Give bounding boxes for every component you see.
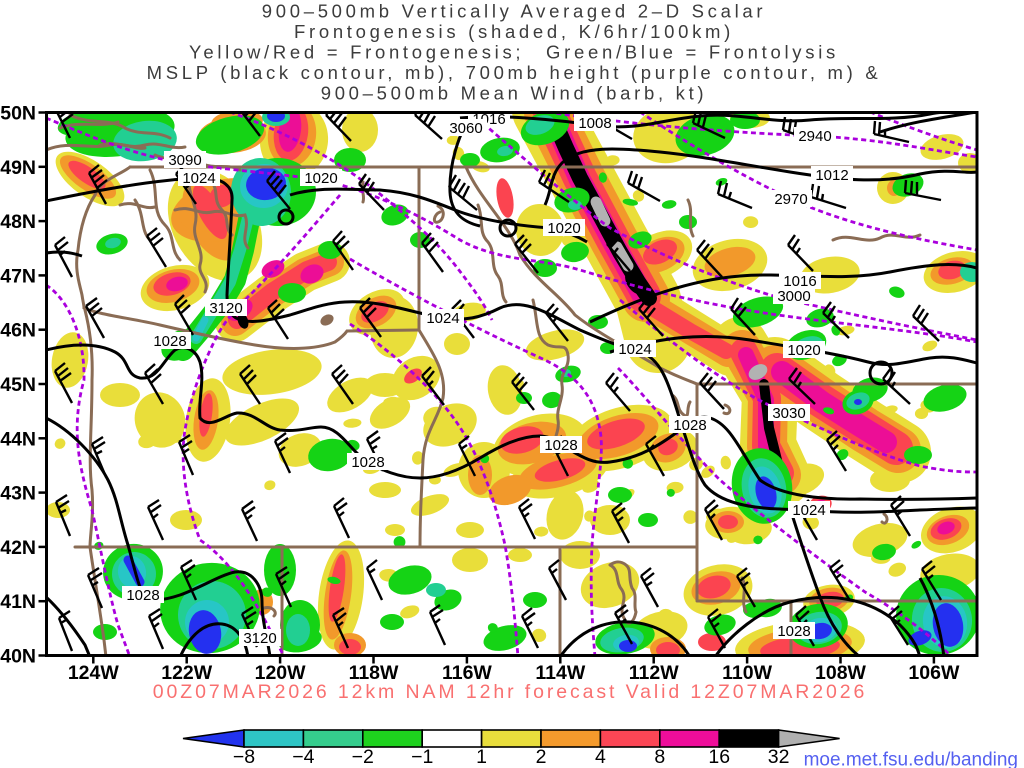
svg-text:900–500mb Mean Wind (barb, kt): 900–500mb Mean Wind (barb, kt) (321, 83, 708, 104)
svg-text:45N: 45N (0, 374, 36, 396)
svg-text:40N: 40N (0, 646, 36, 668)
svg-text:−2: −2 (352, 746, 374, 768)
svg-text:1: 1 (476, 746, 487, 768)
svg-text:32: 32 (768, 746, 790, 768)
svg-text:110W: 110W (722, 662, 772, 684)
svg-text:16: 16 (708, 746, 730, 768)
svg-text:2: 2 (536, 746, 547, 768)
svg-text:120W: 120W (255, 662, 307, 684)
svg-text:8: 8 (654, 746, 665, 768)
svg-text:4: 4 (595, 746, 606, 768)
svg-text:3120: 3120 (243, 630, 276, 647)
svg-text:−1: −1 (411, 746, 433, 768)
svg-text:1028: 1028 (777, 623, 810, 640)
svg-text:49N: 49N (0, 157, 36, 179)
svg-text:2940: 2940 (798, 128, 831, 145)
svg-text:1028: 1028 (673, 417, 706, 434)
svg-text:114W: 114W (535, 662, 585, 684)
svg-text:3090: 3090 (168, 152, 201, 169)
svg-text:1028: 1028 (544, 437, 577, 454)
svg-text:112W: 112W (629, 662, 679, 684)
svg-text:−8: −8 (233, 746, 255, 768)
svg-text:118W: 118W (349, 662, 399, 684)
svg-text:00Z07MAR2026 12km NAM 12hr for: 00Z07MAR2026 12km NAM 12hr forecast Vali… (153, 681, 867, 703)
svg-text:1024: 1024 (426, 310, 459, 327)
svg-text:Yellow/Red = Frontogenesis; G: Yellow/Red = Frontogenesis; Green/Blue =… (189, 42, 839, 63)
svg-text:1020: 1020 (547, 220, 580, 237)
svg-text:moe.met.fsu.edu/banding: moe.met.fsu.edu/banding (804, 750, 1018, 768)
svg-text:42N: 42N (0, 537, 36, 559)
svg-text:47N: 47N (0, 265, 36, 287)
svg-text:46N: 46N (0, 320, 36, 342)
svg-text:MSLP (black contour, mb), 700m: MSLP (black contour, mb), 700mb height (… (147, 62, 882, 83)
svg-text:1024: 1024 (792, 502, 825, 519)
svg-text:1024: 1024 (618, 341, 651, 358)
svg-text:108W: 108W (815, 662, 867, 684)
svg-text:124W: 124W (68, 662, 120, 684)
svg-text:44N: 44N (0, 428, 36, 450)
svg-text:50N: 50N (0, 103, 36, 125)
svg-text:1028: 1028 (126, 587, 159, 604)
svg-text:3060: 3060 (449, 120, 482, 137)
svg-text:1020: 1020 (304, 170, 337, 187)
svg-text:Frontogenesis (shaded, K/6hr/1: Frontogenesis (shaded, K/6hr/100km) (294, 21, 734, 42)
svg-text:−4: −4 (292, 746, 314, 768)
svg-text:1028: 1028 (153, 333, 186, 350)
svg-text:1008: 1008 (578, 115, 611, 132)
svg-text:3030: 3030 (772, 405, 805, 422)
svg-text:43N: 43N (0, 483, 36, 505)
svg-text:1012: 1012 (815, 167, 848, 184)
svg-text:116W: 116W (442, 662, 492, 684)
svg-text:122W: 122W (161, 662, 213, 684)
svg-text:3000: 3000 (777, 288, 810, 305)
svg-text:900–500mb Vertically Averaged: 900–500mb Vertically Averaged 2–D Scalar (262, 1, 767, 22)
svg-text:1016: 1016 (783, 273, 816, 290)
svg-text:41N: 41N (0, 591, 36, 613)
svg-text:48N: 48N (0, 211, 36, 233)
svg-text:1024: 1024 (182, 170, 215, 187)
svg-text:1020: 1020 (787, 342, 820, 359)
svg-text:1028: 1028 (351, 454, 384, 471)
svg-text:106W: 106W (908, 662, 960, 684)
svg-text:3120: 3120 (209, 300, 242, 317)
svg-text:2970: 2970 (774, 191, 807, 208)
